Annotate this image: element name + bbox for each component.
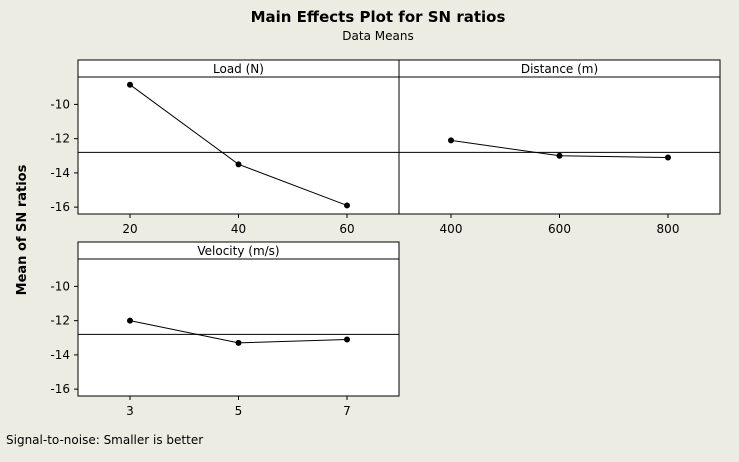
x-tick-label: 5 (235, 404, 243, 418)
data-point (344, 336, 350, 343)
chart-title: Main Effects Plot for SN ratios (251, 8, 506, 26)
y-tick-label: -16 (50, 200, 70, 214)
x-tick-label: 40 (231, 222, 246, 236)
panel-header (77, 241, 400, 260)
data-point (127, 81, 133, 88)
y-tick-label: -14 (50, 348, 70, 362)
y-axis-label: Mean of SN ratios (15, 164, 30, 295)
footnote: Signal-to-noise: Smaller is better (6, 433, 203, 447)
x-tick-label: 20 (122, 222, 137, 236)
x-tick-label: 800 (657, 222, 680, 236)
panel-header (398, 59, 721, 78)
panel-frame (398, 59, 721, 215)
x-tick-label: 60 (339, 222, 354, 236)
y-tick-label: -12 (50, 132, 70, 146)
data-point (235, 161, 242, 168)
data-point (448, 137, 454, 144)
x-tick-label: 3 (126, 404, 134, 418)
panels-group: Load (N) -10 -12 -14 -16 20 40 60 Distance (m) 40… (50, 59, 721, 418)
panel-title: Velocity (m/s) (197, 244, 279, 258)
panel-frame (77, 241, 400, 397)
x-tick-label: 7 (343, 404, 351, 418)
y-tick-label: -16 (50, 382, 70, 396)
x-tick-label: 400 (440, 222, 463, 236)
x-tick-label: 600 (548, 222, 571, 236)
panel-title: Load (N) (213, 62, 264, 76)
data-point (127, 317, 133, 324)
y-tick-label: -14 (50, 166, 70, 180)
panel-title: Distance (m) (521, 62, 598, 76)
data-point (556, 152, 563, 159)
panel-2: Velocity (m/s) -10 -12 -14 -16 3 5 7 (50, 241, 400, 418)
data-point (344, 202, 350, 209)
panel-0: Load (N) -10 -12 -14 -16 20 40 60 (50, 59, 400, 236)
data-point (235, 339, 242, 346)
panel-frame (77, 59, 400, 215)
y-tick-label: -12 (50, 314, 70, 328)
data-point (665, 154, 671, 161)
y-tick-label: -10 (50, 97, 70, 111)
y-tick-label: -10 (50, 279, 70, 293)
chart-subtitle: Data Means (342, 29, 413, 43)
panel-1: Distance (m) 400 600 800 (398, 59, 721, 236)
